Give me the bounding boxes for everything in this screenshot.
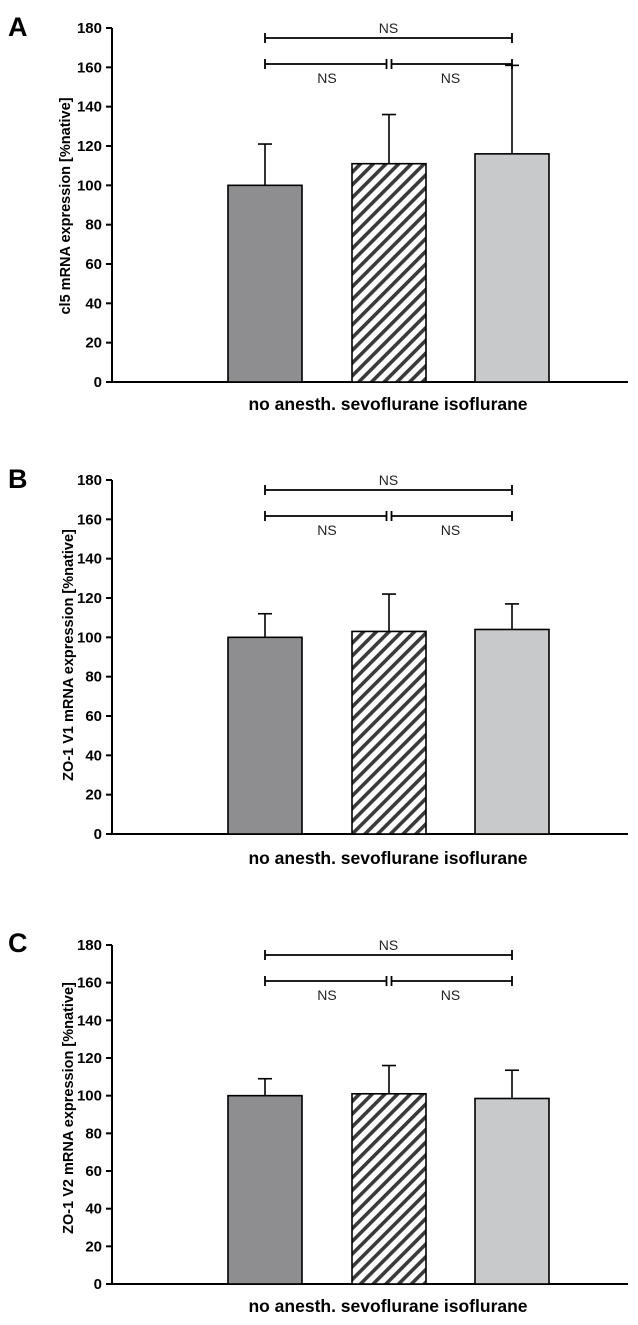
y-tick-label: 160 bbox=[77, 59, 102, 76]
y-tick-label: 60 bbox=[85, 1163, 102, 1180]
significance-label: NS bbox=[317, 522, 336, 538]
y-tick-label: 80 bbox=[85, 217, 102, 234]
bar-2 bbox=[351, 1092, 427, 1285]
significance-label: NS bbox=[317, 70, 336, 86]
y-tick-label: 140 bbox=[77, 551, 102, 568]
significance-label: NS bbox=[317, 987, 336, 1003]
bar-3 bbox=[474, 628, 550, 835]
y-tick-label: 20 bbox=[85, 335, 102, 352]
significance-label: NS bbox=[379, 472, 398, 488]
y-tick-label: 120 bbox=[77, 138, 102, 155]
significance-label: NS bbox=[379, 20, 398, 36]
y-tick-label: 60 bbox=[85, 708, 102, 725]
y-tick-label: 40 bbox=[85, 747, 102, 764]
y-tick-label: 120 bbox=[77, 590, 102, 607]
y-axis-label: ZO-1 V1 mRNA expression [%native] bbox=[61, 529, 77, 781]
panel-c-marks: 0 20 40 60 80 100 120 140 160 180 NS NS NS bbox=[77, 937, 628, 1293]
panel-letter: B bbox=[8, 464, 28, 494]
y-tick-label: 80 bbox=[85, 669, 102, 686]
y-tick-label: 0 bbox=[94, 374, 102, 391]
bar-2 bbox=[351, 630, 427, 835]
y-tick-label: 40 bbox=[85, 1201, 102, 1218]
significance-label: NS bbox=[379, 937, 398, 953]
bar-1 bbox=[227, 184, 303, 383]
y-tick-label: 180 bbox=[77, 20, 102, 37]
y-tick-label: 160 bbox=[77, 511, 102, 528]
bar-1 bbox=[227, 636, 303, 835]
y-tick-label: 180 bbox=[77, 472, 102, 489]
y-tick-label: 100 bbox=[77, 629, 102, 646]
significance-label: NS bbox=[441, 987, 460, 1003]
panel-b-marks: 0 20 40 60 80 100 120 140 160 180 NS NS NS bbox=[77, 472, 628, 843]
significance-label: NS bbox=[441, 522, 460, 538]
bar-3 bbox=[474, 153, 550, 383]
y-tick-label: 120 bbox=[77, 1050, 102, 1067]
panel-a-marks: 0 20 40 60 80 100 120 140 160 180 NS NS NS bbox=[77, 20, 628, 391]
panel-letter: C bbox=[8, 928, 28, 958]
y-axis-label: cl5 mRNA expression [%native] bbox=[58, 97, 74, 314]
y-tick-label: 0 bbox=[94, 1276, 102, 1293]
y-tick-label: 60 bbox=[85, 256, 102, 273]
y-tick-label: 100 bbox=[77, 1088, 102, 1105]
y-tick-label: 20 bbox=[85, 787, 102, 804]
panel-a: A cl5 mRNA expression [%native] no anest… bbox=[8, 12, 628, 414]
y-axis-label: ZO-1 V2 mRNA expression [%native] bbox=[61, 982, 77, 1234]
y-tick-label: 180 bbox=[77, 937, 102, 954]
significance-label: NS bbox=[441, 70, 460, 86]
bar-1 bbox=[227, 1094, 303, 1285]
y-tick-label: 40 bbox=[85, 295, 102, 312]
panel-b: B ZO-1 V1 mRNA expression [%native] no a… bbox=[8, 464, 628, 868]
y-tick-label: 140 bbox=[77, 99, 102, 116]
x-axis-label: no anesth. sevoflurane isoflurane bbox=[248, 848, 527, 868]
y-tick-label: 80 bbox=[85, 1125, 102, 1142]
panel-c: C ZO-1 V2 mRNA expression [%native] no a… bbox=[8, 928, 628, 1316]
bar-2 bbox=[351, 162, 427, 383]
y-tick-label: 160 bbox=[77, 975, 102, 992]
y-tick-label: 100 bbox=[77, 177, 102, 194]
x-axis-label: no anesth. sevoflurane isoflurane bbox=[248, 1296, 527, 1316]
x-axis-label: no anesth. sevoflurane isoflurane bbox=[248, 394, 527, 414]
y-tick-label: 140 bbox=[77, 1012, 102, 1029]
y-tick-label: 20 bbox=[85, 1238, 102, 1255]
y-tick-label: 0 bbox=[94, 826, 102, 843]
panel-letter: A bbox=[8, 12, 28, 42]
bar-3 bbox=[474, 1097, 550, 1285]
